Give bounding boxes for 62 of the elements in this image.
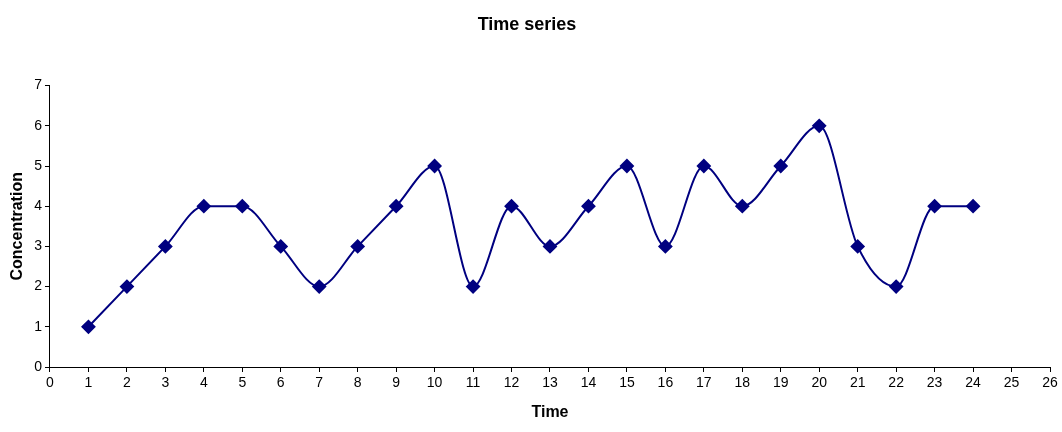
point bbox=[812, 118, 827, 133]
y-tick-label: 6 bbox=[34, 116, 43, 133]
point bbox=[235, 199, 250, 214]
point bbox=[196, 199, 211, 214]
point bbox=[696, 159, 711, 173]
x-tick-label: 5 bbox=[238, 374, 247, 391]
y-tick-label: 2 bbox=[34, 277, 43, 294]
x-tick-label: 19 bbox=[772, 374, 789, 391]
x-tick-label: 2 bbox=[123, 374, 132, 391]
point bbox=[273, 239, 288, 254]
x-tick-label: 7 bbox=[315, 374, 324, 391]
y-tick-label: 0 bbox=[34, 357, 43, 374]
x-tick-label: 3 bbox=[161, 374, 170, 391]
x-tick-label: 0 bbox=[46, 374, 55, 391]
x-tick-label: 10 bbox=[426, 374, 443, 391]
y-axis-title: Concentration bbox=[8, 172, 26, 281]
point bbox=[389, 199, 404, 214]
x-tick-label: 15 bbox=[619, 374, 635, 391]
x-tick-label: 8 bbox=[353, 374, 362, 391]
y-tick-label: 3 bbox=[34, 237, 43, 254]
point bbox=[81, 319, 96, 334]
x-tick-label: 26 bbox=[1042, 374, 1058, 391]
x-tick-label: 13 bbox=[542, 374, 558, 391]
point bbox=[504, 199, 519, 214]
point bbox=[350, 239, 365, 254]
x-tick-label: 4 bbox=[199, 374, 208, 391]
x-axis-title: Time bbox=[531, 402, 569, 420]
x-tick-label: 23 bbox=[926, 374, 943, 391]
point bbox=[966, 199, 981, 214]
x-tick-label: 20 bbox=[811, 374, 828, 391]
x-tick-label: 21 bbox=[849, 374, 866, 391]
point bbox=[542, 239, 557, 254]
point bbox=[466, 279, 481, 294]
point bbox=[773, 159, 788, 173]
point bbox=[889, 279, 904, 294]
x-tick-label: 22 bbox=[888, 374, 905, 391]
point bbox=[850, 239, 865, 254]
point bbox=[312, 279, 327, 294]
point bbox=[735, 199, 750, 214]
point bbox=[581, 199, 596, 214]
x-tick-label: 18 bbox=[734, 374, 751, 391]
point bbox=[619, 159, 634, 173]
y-tick-label: 7 bbox=[34, 76, 43, 93]
x-tick-label: 6 bbox=[276, 374, 285, 391]
x-tick-label: 9 bbox=[392, 374, 401, 391]
x-tick-label: 14 bbox=[580, 374, 597, 391]
point bbox=[927, 199, 942, 214]
point bbox=[658, 239, 673, 254]
point bbox=[158, 239, 173, 254]
point bbox=[119, 279, 134, 294]
y-tick-label: 5 bbox=[34, 156, 43, 173]
x-tick-label: 12 bbox=[503, 374, 520, 391]
y-tick-label: 4 bbox=[34, 197, 43, 214]
x-tick-label: 25 bbox=[1003, 374, 1020, 391]
y-tick-label: 1 bbox=[34, 317, 43, 334]
x-tick-label: 11 bbox=[465, 374, 481, 391]
x-tick-label: 24 bbox=[965, 374, 982, 391]
x-tick-label: 17 bbox=[696, 374, 712, 391]
x-tick-label: 1 bbox=[84, 374, 93, 391]
point bbox=[427, 159, 442, 173]
x-tick-label: 16 bbox=[657, 374, 674, 391]
chart-title: Time series bbox=[477, 13, 577, 34]
